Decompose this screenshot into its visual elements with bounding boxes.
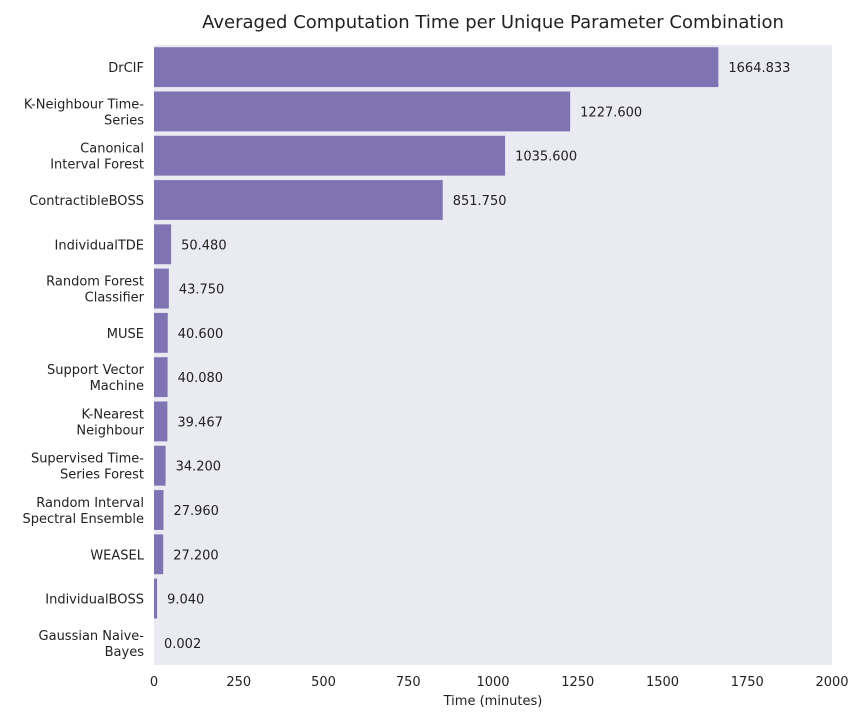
value-label: 1035.600 [515, 150, 577, 165]
bars-group [154, 47, 719, 663]
category-label: IndividualBOSS [45, 593, 144, 608]
x-axis-label: Time (minutes) [443, 694, 543, 709]
value-label: 50.480 [181, 238, 227, 253]
category-label-line: IndividualTDE [55, 238, 144, 253]
bar [154, 490, 164, 530]
category-label: Random Interval Spectral Ensemble [22, 496, 144, 527]
bar [154, 578, 158, 619]
category-label: MUSE [107, 327, 144, 342]
x-tick-label: 2000 [815, 675, 848, 690]
x-axis-ticks-group: 0 250 500 750 1000 1250 1500 1750 2000 [150, 675, 849, 690]
category-label-line: Support Vector [47, 363, 145, 378]
category-label-line: Random Interval [36, 496, 144, 511]
chart-title: Averaged Computation Time per Unique Par… [202, 12, 784, 33]
category-label-line: Series Forest [60, 468, 144, 483]
bar [154, 312, 168, 353]
x-tick-label: 750 [396, 675, 421, 690]
value-label: 40.080 [178, 371, 224, 386]
bar [154, 180, 443, 220]
x-tick-label: 1000 [476, 675, 509, 690]
category-label: Gaussian Naive-Bayes [39, 629, 145, 660]
category-label-line: Series [104, 113, 144, 128]
category-label: Support Vector Machine [47, 363, 145, 394]
category-label-line: Canonical [80, 142, 144, 157]
value-label: 9.040 [167, 593, 204, 608]
bar [154, 268, 169, 309]
x-tick-label: 0 [150, 675, 158, 690]
category-label-line: MUSE [107, 327, 144, 342]
category-label-line: ContractibleBOSS [29, 194, 144, 209]
category-label: ContractibleBOSS [29, 194, 144, 209]
bar [154, 135, 506, 176]
category-label-line: Interval Forest [50, 158, 144, 173]
bar [154, 401, 168, 442]
x-tick-label: 250 [226, 675, 251, 690]
bar [154, 91, 571, 132]
category-label-line: IndividualBOSS [45, 593, 144, 608]
category-label: IndividualTDE [55, 238, 144, 253]
value-label: 851.750 [453, 194, 507, 209]
category-label: Supervised Time-Series Forest [31, 452, 144, 483]
x-tick-label: 1750 [731, 675, 764, 690]
bar [154, 445, 166, 486]
category-labels-group: DrCIF K-Neighbour Time-Series Canonical Int… [22, 61, 144, 660]
category-label-line: Bayes [105, 645, 145, 660]
bar [154, 47, 719, 88]
value-label: 40.600 [178, 327, 224, 342]
value-label: 39.467 [177, 415, 223, 430]
x-tick-label: 1500 [646, 675, 679, 690]
x-tick-label: 1250 [561, 675, 594, 690]
x-tick-label: 500 [311, 675, 336, 690]
value-label: 1227.600 [580, 105, 642, 120]
category-label-line: WEASEL [90, 548, 144, 563]
category-label-line: DrCIF [108, 61, 144, 76]
category-label-line: Supervised Time- [31, 452, 144, 467]
category-label-line: Gaussian Naive- [39, 629, 145, 644]
category-label: WEASEL [90, 548, 144, 563]
category-label: K-Nearest Neighbour [76, 407, 144, 438]
value-labels-group: 1664.833 1227.600 1035.600 851.750 50.480 43.… [164, 61, 790, 652]
category-label: Canonical Interval Forest [50, 142, 144, 173]
category-label: K-Neighbour Time-Series [24, 97, 144, 128]
category-label-line: Spectral Ensemble [22, 512, 144, 527]
bar [154, 224, 172, 265]
bar [154, 534, 164, 575]
category-label-line: Neighbour [76, 423, 144, 438]
category-label: DrCIF [108, 61, 144, 76]
category-label-line: K-Nearest [82, 407, 144, 422]
category-label-line: Machine [90, 379, 144, 394]
value-label: 27.960 [173, 504, 219, 519]
bar [154, 357, 168, 398]
value-label: 43.750 [179, 283, 225, 298]
category-label-line: Classifier [85, 291, 145, 306]
value-label: 0.002 [164, 637, 201, 652]
category-label-line: K-Neighbour Time- [24, 97, 144, 112]
category-label-line: Random Forest [46, 275, 144, 290]
category-label: Random Forest Classifier [46, 275, 144, 306]
value-label: 27.200 [173, 548, 219, 563]
value-label: 1664.833 [728, 61, 790, 76]
value-label: 34.200 [176, 460, 222, 475]
